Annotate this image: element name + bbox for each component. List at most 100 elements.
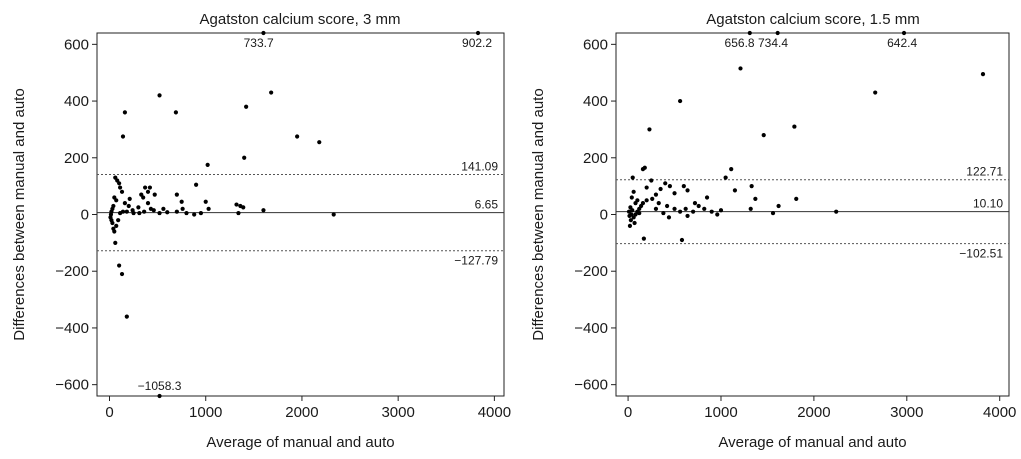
data-point: [641, 236, 646, 241]
data-point: [174, 209, 179, 214]
chart-panel-3mm: Agatston calcium score, 3 mm −600 −400 −200…: [11, 11, 511, 451]
x-tick-label: 2000: [797, 404, 830, 421]
data-point: [672, 206, 677, 211]
data-point: [157, 393, 162, 399]
data-point: [702, 206, 707, 211]
y-tick-label: 400: [64, 93, 89, 110]
data-point: [642, 165, 647, 170]
data-point: [157, 93, 162, 98]
data-point: [629, 195, 634, 200]
data-point: [637, 210, 642, 216]
data-point: [631, 189, 636, 194]
data-point: [184, 210, 189, 216]
data-point: [203, 199, 208, 204]
data-point: [127, 196, 132, 202]
data-point: [644, 185, 649, 190]
mean-label: 10.10: [973, 197, 1003, 211]
x-tick-label: 0: [105, 404, 113, 421]
data-point: [630, 208, 635, 213]
y-tick-label: 600: [583, 36, 608, 53]
data-point: [141, 195, 146, 200]
data-point: [650, 196, 655, 202]
upper-loa-label: 122.71: [966, 165, 1003, 179]
data-point: [775, 30, 780, 36]
data-point: [656, 201, 661, 206]
data-point: [143, 185, 148, 190]
y-axis-label: Differences between manual and auto: [11, 88, 28, 340]
data-point: [761, 132, 766, 138]
data-point: [630, 175, 635, 180]
x-tick-label: 1000: [189, 404, 222, 421]
data-point: [145, 189, 151, 194]
data-point: [683, 206, 688, 211]
data-point: [704, 195, 710, 200]
data-point: [205, 162, 210, 167]
data-point: [198, 210, 204, 216]
data-point: [113, 240, 118, 245]
data-point: [161, 206, 166, 211]
data-point: [131, 210, 136, 216]
data-point: [792, 124, 797, 129]
lower-loa-label: −102.51: [959, 247, 1003, 261]
chart-title: Agatston calcium score, 3 mm: [200, 11, 401, 28]
outlier-annotation: −1058.3: [138, 379, 182, 393]
data-point: [873, 90, 878, 95]
data-point: [173, 110, 178, 115]
data-point: [794, 196, 799, 202]
data-point: [126, 203, 131, 209]
x-tick-label: 1000: [704, 404, 737, 421]
outlier-annotation: 734.4: [758, 36, 788, 50]
data-point: [667, 184, 672, 189]
x-tick-label: 0: [624, 404, 632, 421]
data-point: [119, 189, 125, 194]
y-tick-label: −200: [55, 263, 89, 280]
data-point: [194, 182, 199, 187]
data-point: [114, 223, 119, 228]
data-point: [901, 30, 907, 36]
data-point: [234, 202, 239, 207]
y-tick-label: 200: [64, 150, 89, 167]
y-tick-label: 0: [81, 207, 89, 224]
data-point: [244, 104, 249, 109]
data-point: [666, 215, 672, 220]
data-point: [110, 220, 115, 226]
data-point: [626, 209, 632, 214]
data-point: [269, 90, 274, 95]
x-axis-label: Average of manual and auto: [718, 434, 906, 451]
outlier-annotation: 902.2: [462, 36, 492, 50]
data-point: [749, 184, 754, 189]
data-point: [672, 191, 677, 196]
x-tick-label: 3000: [381, 404, 414, 421]
data-point: [180, 206, 185, 211]
y-axis-label: Differences between manual and auto: [530, 88, 547, 340]
data-point: [649, 178, 654, 183]
data-point: [331, 212, 336, 217]
data-point: [261, 30, 266, 36]
x-axis-label: Average of manual and auto: [206, 434, 394, 451]
data-point: [236, 210, 241, 216]
x-tick-label: 4000: [983, 404, 1016, 421]
data-point: [679, 237, 685, 243]
data-point: [122, 201, 128, 206]
outlier-annotation: 733.7: [244, 36, 274, 50]
data-point: [241, 205, 246, 210]
data-point: [317, 140, 322, 145]
data-point: [709, 209, 714, 214]
lower-loa-label: −127.79: [454, 254, 498, 268]
data-point: [145, 201, 151, 206]
data-point: [475, 30, 481, 36]
data-point: [117, 263, 122, 268]
data-point: [124, 314, 129, 319]
data-point: [696, 203, 701, 209]
y-tick-label: −400: [55, 320, 89, 337]
data-point: [635, 198, 640, 203]
data-point: [114, 198, 119, 203]
data-point: [116, 218, 121, 223]
data-point: [718, 208, 724, 213]
data-point: [678, 98, 683, 104]
data-point: [644, 198, 649, 203]
data-point: [661, 210, 666, 216]
y-tick-label: 600: [64, 36, 89, 53]
chart-panel-1-5mm: Agatston calcium score, 1.5 mm −600 −400 −2…: [530, 11, 1016, 451]
data-point: [715, 212, 720, 217]
